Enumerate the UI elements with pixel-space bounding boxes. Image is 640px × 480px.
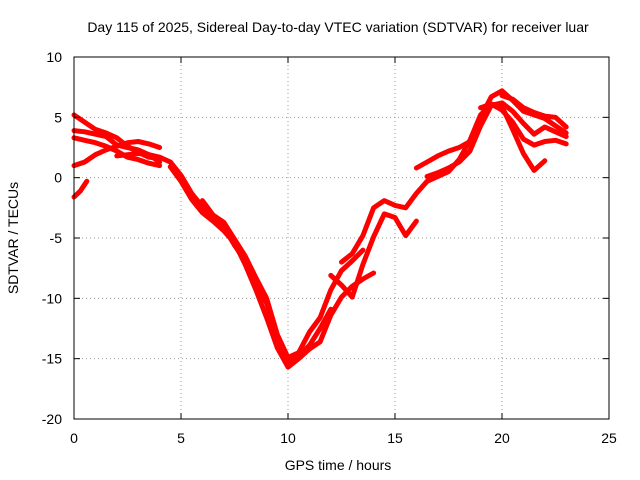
y-tick-label: 10	[46, 49, 62, 65]
series-line	[71, 139, 163, 169]
series-marks	[71, 88, 569, 370]
y-tick-label: -10	[42, 290, 62, 306]
series-line	[114, 151, 334, 365]
y-axis-title: SDTVAR / TECUs	[5, 182, 21, 294]
x-tick-label: 5	[177, 430, 185, 446]
chart-title: Day 115 of 2025, Sidereal Day-to-day VTE…	[87, 19, 589, 35]
x-tick-label: 20	[494, 430, 510, 446]
grid	[74, 57, 609, 419]
x-tick-label: 15	[387, 430, 403, 446]
axis-ticks: 0 5 10 15 20 25 -20 -15 -10 -5 0 5 10	[42, 49, 617, 446]
y-tick-label: -20	[42, 411, 62, 427]
x-tick-label: 25	[601, 430, 617, 446]
y-tick-label: 0	[54, 170, 62, 186]
series-line	[478, 101, 548, 173]
x-tick-label: 10	[280, 430, 296, 446]
y-tick-label: -15	[42, 351, 62, 367]
series-line	[499, 93, 569, 130]
x-tick-label: 0	[70, 430, 78, 446]
series-line	[199, 198, 366, 360]
series-line	[328, 211, 419, 300]
x-axis-title: GPS time / hours	[285, 457, 392, 473]
series-line	[71, 135, 163, 169]
y-tick-label: 5	[54, 109, 62, 125]
series-line	[71, 178, 90, 200]
y-tick-label: -5	[50, 230, 63, 246]
series-line	[167, 164, 377, 370]
